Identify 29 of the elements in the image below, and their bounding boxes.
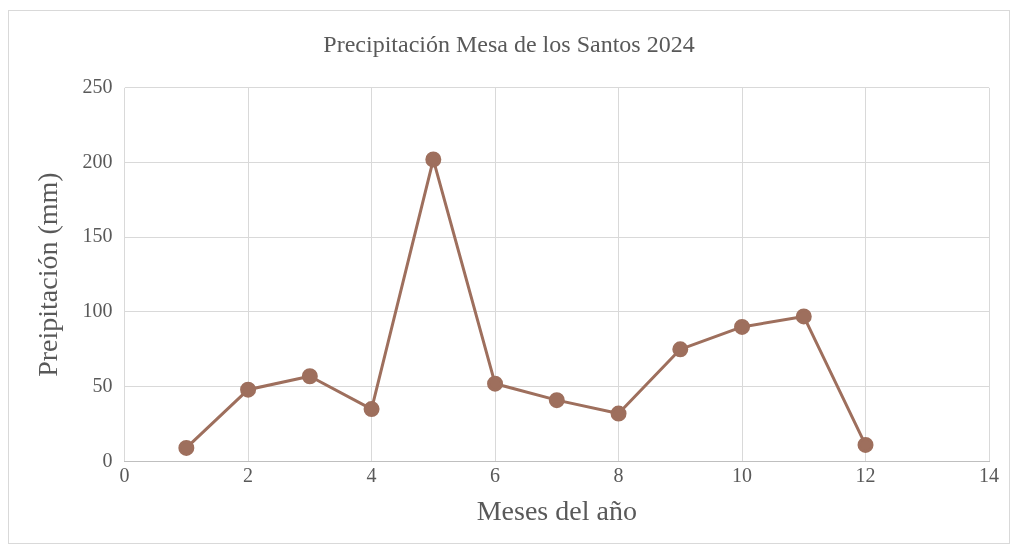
x-tick-label: 4	[366, 463, 377, 486]
x-tick-label: 2	[243, 463, 254, 486]
point	[610, 405, 627, 422]
y-axis-title: Preipitación (mm)	[32, 172, 64, 377]
x-tick-label: 6	[490, 463, 501, 486]
x-tick-label: 8	[613, 463, 624, 486]
point	[363, 401, 380, 418]
y-tick-label: 50	[92, 373, 113, 396]
x-tick-label: 10	[732, 463, 753, 486]
y-tick-label: 200	[82, 149, 113, 172]
point	[487, 375, 504, 392]
x-tick-label: 12	[855, 463, 876, 486]
point	[240, 381, 257, 398]
point	[548, 392, 565, 409]
y-tick-label: 100	[82, 299, 113, 322]
point	[301, 368, 318, 385]
point	[425, 151, 442, 168]
chart-title: Precipitación Mesa de los Santos 2024	[323, 30, 695, 57]
point	[795, 308, 812, 325]
point	[857, 436, 874, 453]
x-axis-title: Meses del año	[476, 494, 637, 526]
y-tick-label: 150	[82, 224, 113, 247]
y-tick-label: 0	[102, 448, 113, 471]
x-tick-label: 14	[979, 463, 999, 486]
point	[178, 439, 195, 456]
point	[672, 341, 689, 358]
point	[734, 318, 751, 335]
y-tick-label: 250	[82, 75, 113, 98]
x-tick-label: 0	[119, 463, 130, 486]
